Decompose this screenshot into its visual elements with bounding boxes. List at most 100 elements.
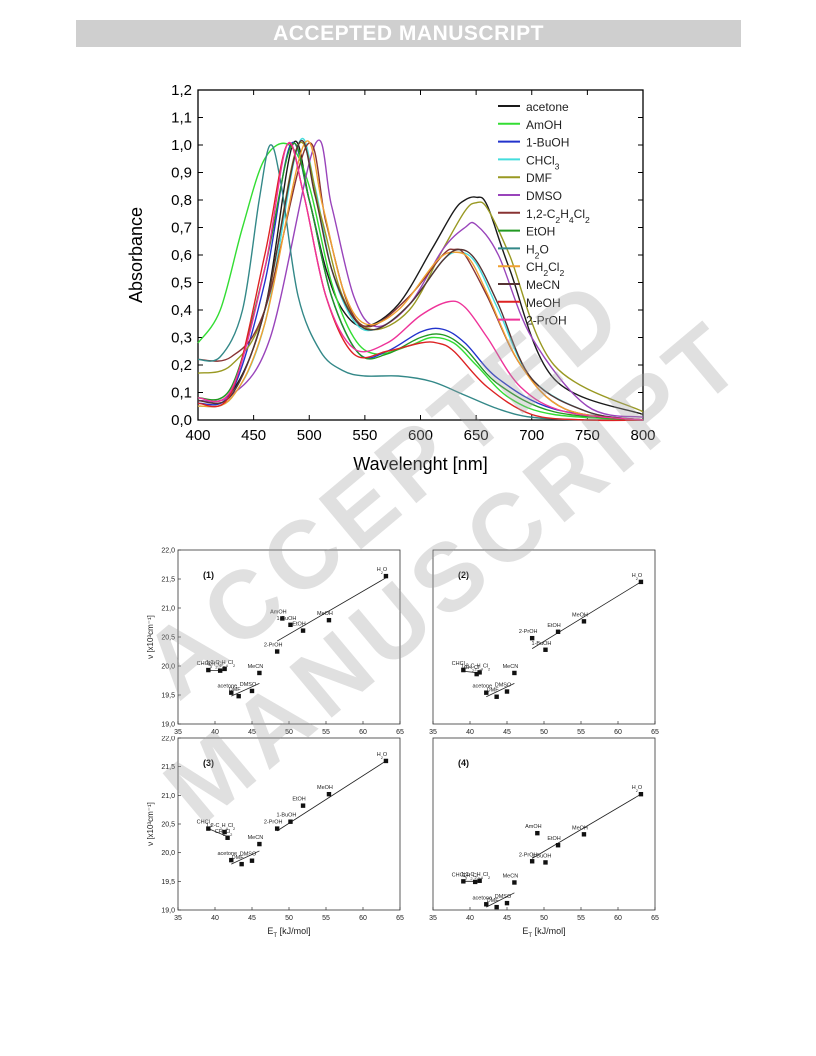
absorbance-spectrum-chart: 400 450 500 550 600 650 700 750 800 0,0 0,1 0,2 0,3 0… — [126, 82, 655, 474]
data-point-acetone — [229, 857, 234, 863]
series-line-CH2Cl2 — [197, 140, 644, 421]
data-point-H2O — [638, 579, 644, 585]
point-label-DMSO: DMSO — [495, 683, 512, 689]
series-line-DMSO — [197, 139, 644, 418]
fit-line-2 — [231, 850, 260, 865]
fit-line-2 — [486, 683, 515, 698]
legend-label-AmOH: AmOH — [526, 118, 562, 132]
data-point-CH2Cl2 — [217, 668, 223, 673]
data-point-acetone — [229, 690, 234, 695]
series-line-MeOH — [197, 142, 644, 422]
point-label-EtOH: EtOH — [547, 623, 560, 629]
x-tick-label: 450 — [241, 427, 266, 444]
data-point-1,2-C2H4Cl2 — [222, 666, 227, 672]
point-label-EtOH: EtOH — [292, 797, 305, 803]
x-axis-label: ET [kJ/mol] — [522, 926, 565, 939]
x-tick-label: 35 — [429, 915, 437, 922]
legend-label-CH2Cl2: CH2Cl2 — [526, 260, 564, 278]
x-tick-label: 50 — [540, 729, 548, 736]
point-label-AmOH: AmOH — [270, 609, 287, 615]
point-label-acetone: acetone — [217, 851, 237, 857]
y-tick-label: 0,2 — [171, 357, 192, 374]
x-tick-label: 50 — [285, 729, 293, 736]
point-label-CHCl3: CHCl3 — [452, 661, 468, 669]
point-label-MeCN: MeCN — [248, 835, 264, 841]
y-tick-label: 0,5 — [171, 275, 192, 292]
y-tick-label: 21,5 — [161, 764, 175, 771]
x-tick-label: 40 — [211, 915, 219, 922]
y-tick-label: 1,0 — [171, 137, 192, 154]
x-tick-label: 40 — [211, 729, 219, 736]
point-label-DMSO: DMSO — [240, 852, 257, 858]
x-tick-label: 35 — [174, 729, 182, 736]
data-point-DMSO — [249, 688, 255, 694]
data-point-AmOH — [535, 830, 540, 836]
data-point-EtOH — [300, 803, 306, 808]
point-label-H2O: H2O — [632, 785, 643, 793]
x-tick-label: 60 — [359, 915, 367, 922]
x-tick-label: 700 — [519, 427, 544, 444]
data-point-acetone — [484, 902, 489, 907]
point-label-MeOH: MeOH — [572, 825, 588, 831]
y-tick-label: 1,1 — [171, 110, 192, 127]
legend-label-1,2-C2H4Cl2: 1,2-C2H4Cl2 — [526, 207, 590, 225]
point-label-EtOH: EtOH — [547, 836, 560, 842]
point-label-acetone: acetone — [217, 684, 237, 690]
point-label-acetone: acetone — [472, 684, 492, 690]
x-tick-label: 60 — [359, 729, 367, 736]
scatter-panel-2: 35 40 45 50 55 60 65 (2) H2O MeOH EtOH 2-PrOH 1-BuOH… — [429, 549, 659, 736]
point-label-DMF: DMF — [487, 688, 500, 694]
data-point-1,2-C2H4Cl2 — [477, 670, 482, 675]
point-label-EtOH: EtOH — [292, 622, 305, 628]
data-point-DMSO — [504, 900, 510, 906]
series-line-MeCN — [197, 140, 644, 421]
point-label-DMSO: DMSO — [240, 682, 257, 688]
y-tick-label: 0,6 — [171, 247, 192, 264]
data-point-DMSO — [504, 689, 510, 694]
data-point-1,2-C2H4Cl2 — [477, 878, 482, 883]
point-label-CHCl3: CHCl3 — [452, 872, 468, 880]
x-axis-label: ET [kJ/mol] — [267, 926, 310, 939]
data-point-MeOH — [326, 791, 332, 797]
x-tick-label: 750 — [575, 427, 600, 444]
legend-label-DMF: DMF — [526, 171, 552, 185]
series-line-CHCl3 — [197, 137, 644, 421]
data-point-H2O — [383, 758, 389, 764]
series-line-acetone — [197, 140, 644, 416]
series-line-H2O — [197, 144, 644, 421]
y-tick-label: 20,0 — [161, 850, 175, 857]
y-tick-label: 0,8 — [171, 192, 192, 209]
point-label-1-BuOH: 1-BuOH — [277, 813, 297, 819]
panel-label: (1) — [203, 570, 214, 580]
point-label-1-BuOH: 1-BuOH — [532, 641, 552, 647]
y-tick-label: 0,1 — [171, 385, 192, 402]
point-label-1,2-C2H4Cl2: 1,2-C2H4Cl2 — [461, 663, 490, 671]
accepted-manuscript-banner: ACCEPTED MANUSCRIPT — [76, 20, 741, 47]
data-point-DMF — [239, 861, 244, 867]
legend-label-MeOH: MeOH — [526, 296, 561, 310]
y-tick-label: 20,5 — [161, 635, 175, 642]
data-point-2-PrOH — [274, 826, 280, 831]
fit-line-2 — [486, 892, 515, 908]
y-tick-label: 20,0 — [161, 664, 175, 671]
x-tick-label: 45 — [248, 729, 256, 736]
x-tick-label: 65 — [651, 729, 659, 736]
y-tick-label: 19,0 — [161, 722, 175, 729]
fit-line-0 — [276, 760, 387, 832]
point-label-H2O: H2O — [377, 752, 388, 760]
y-tick-label: 22,0 — [161, 548, 175, 555]
point-label-1,2-C2H4Cl2: 1,2-C2H4Cl2 — [206, 823, 235, 831]
y-axis-label: ν [x10³cm⁻¹] — [146, 802, 155, 846]
data-point-AmOH — [280, 616, 285, 621]
point-label-AmOH: AmOH — [525, 824, 542, 830]
fit-line-0 — [531, 793, 642, 859]
legend-label-H2O: H2O — [526, 242, 549, 260]
y-tick-label: 0,4 — [171, 302, 192, 319]
data-point-H2O — [383, 573, 389, 579]
legend-label-CHCl3: CHCl3 — [526, 153, 560, 171]
y-tick-label: 22,0 — [161, 736, 175, 743]
legend-label-1-BuOH: 1-BuOH — [526, 136, 569, 150]
y-tick-label: 1,2 — [171, 82, 192, 99]
x-tick-label: 65 — [396, 915, 404, 922]
data-point-CHCl3 — [206, 667, 211, 673]
